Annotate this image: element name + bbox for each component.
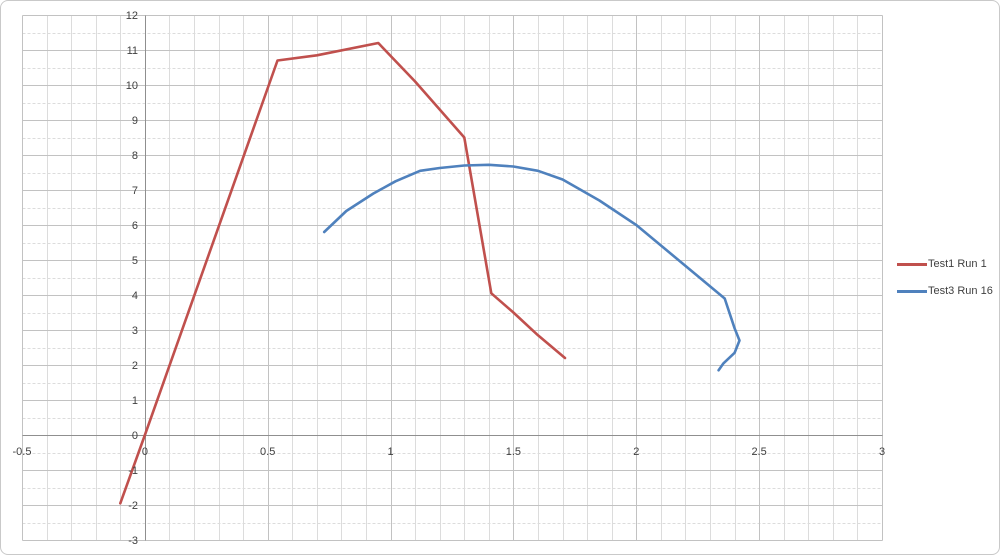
axes (22, 15, 883, 541)
legend-entry-test1-run-1[interactable]: Test1 Run 1 (897, 255, 993, 273)
svg-text:3: 3 (879, 446, 885, 458)
svg-text:1.5: 1.5 (506, 446, 521, 458)
minor-horizontal-gridlines (22, 15, 883, 541)
svg-text:10: 10 (126, 80, 138, 92)
series-line-sample-blue (897, 289, 927, 293)
legend: Test1 Run 1 Test3 Run 16 (897, 255, 993, 309)
svg-text:-1: -1 (128, 465, 138, 477)
svg-text:1: 1 (132, 395, 138, 407)
legend-entry-test3-run-16[interactable]: Test3 Run 16 (897, 282, 993, 300)
svg-text:9: 9 (132, 115, 138, 127)
svg-text:0: 0 (132, 430, 138, 442)
svg-text:3: 3 (132, 325, 138, 337)
svg-text:8: 8 (132, 150, 138, 162)
legend-label-test1-run-1: Test1 Run 1 (928, 258, 987, 270)
svg-text:0: 0 (142, 446, 148, 458)
series-line-test3-run-16[interactable] (322, 163, 741, 372)
svg-text:12: 12 (126, 10, 138, 22)
svg-text:0.5: 0.5 (260, 446, 275, 458)
svg-text:5: 5 (132, 255, 138, 267)
svg-text:-0.5: -0.5 (13, 446, 32, 458)
legend-label-test3-run-16: Test3 Run 16 (928, 285, 993, 297)
svg-text:6: 6 (132, 220, 138, 232)
svg-text:2.5: 2.5 (751, 446, 766, 458)
svg-text:-3: -3 (128, 535, 138, 547)
svg-text:7: 7 (132, 185, 138, 197)
svg-text:-2: -2 (128, 500, 138, 512)
svg-text:2: 2 (633, 446, 639, 458)
series-line-sample-red (897, 262, 927, 266)
series-line-test1-run-1[interactable] (119, 41, 567, 505)
svg-text:1: 1 (388, 446, 394, 458)
svg-text:4: 4 (132, 290, 138, 302)
svg-text:2: 2 (132, 360, 138, 372)
svg-text:11: 11 (127, 45, 138, 57)
x-axis-tick-labels: -0.5 0 0.5 1 1.5 2 2.5 3 (13, 446, 886, 458)
